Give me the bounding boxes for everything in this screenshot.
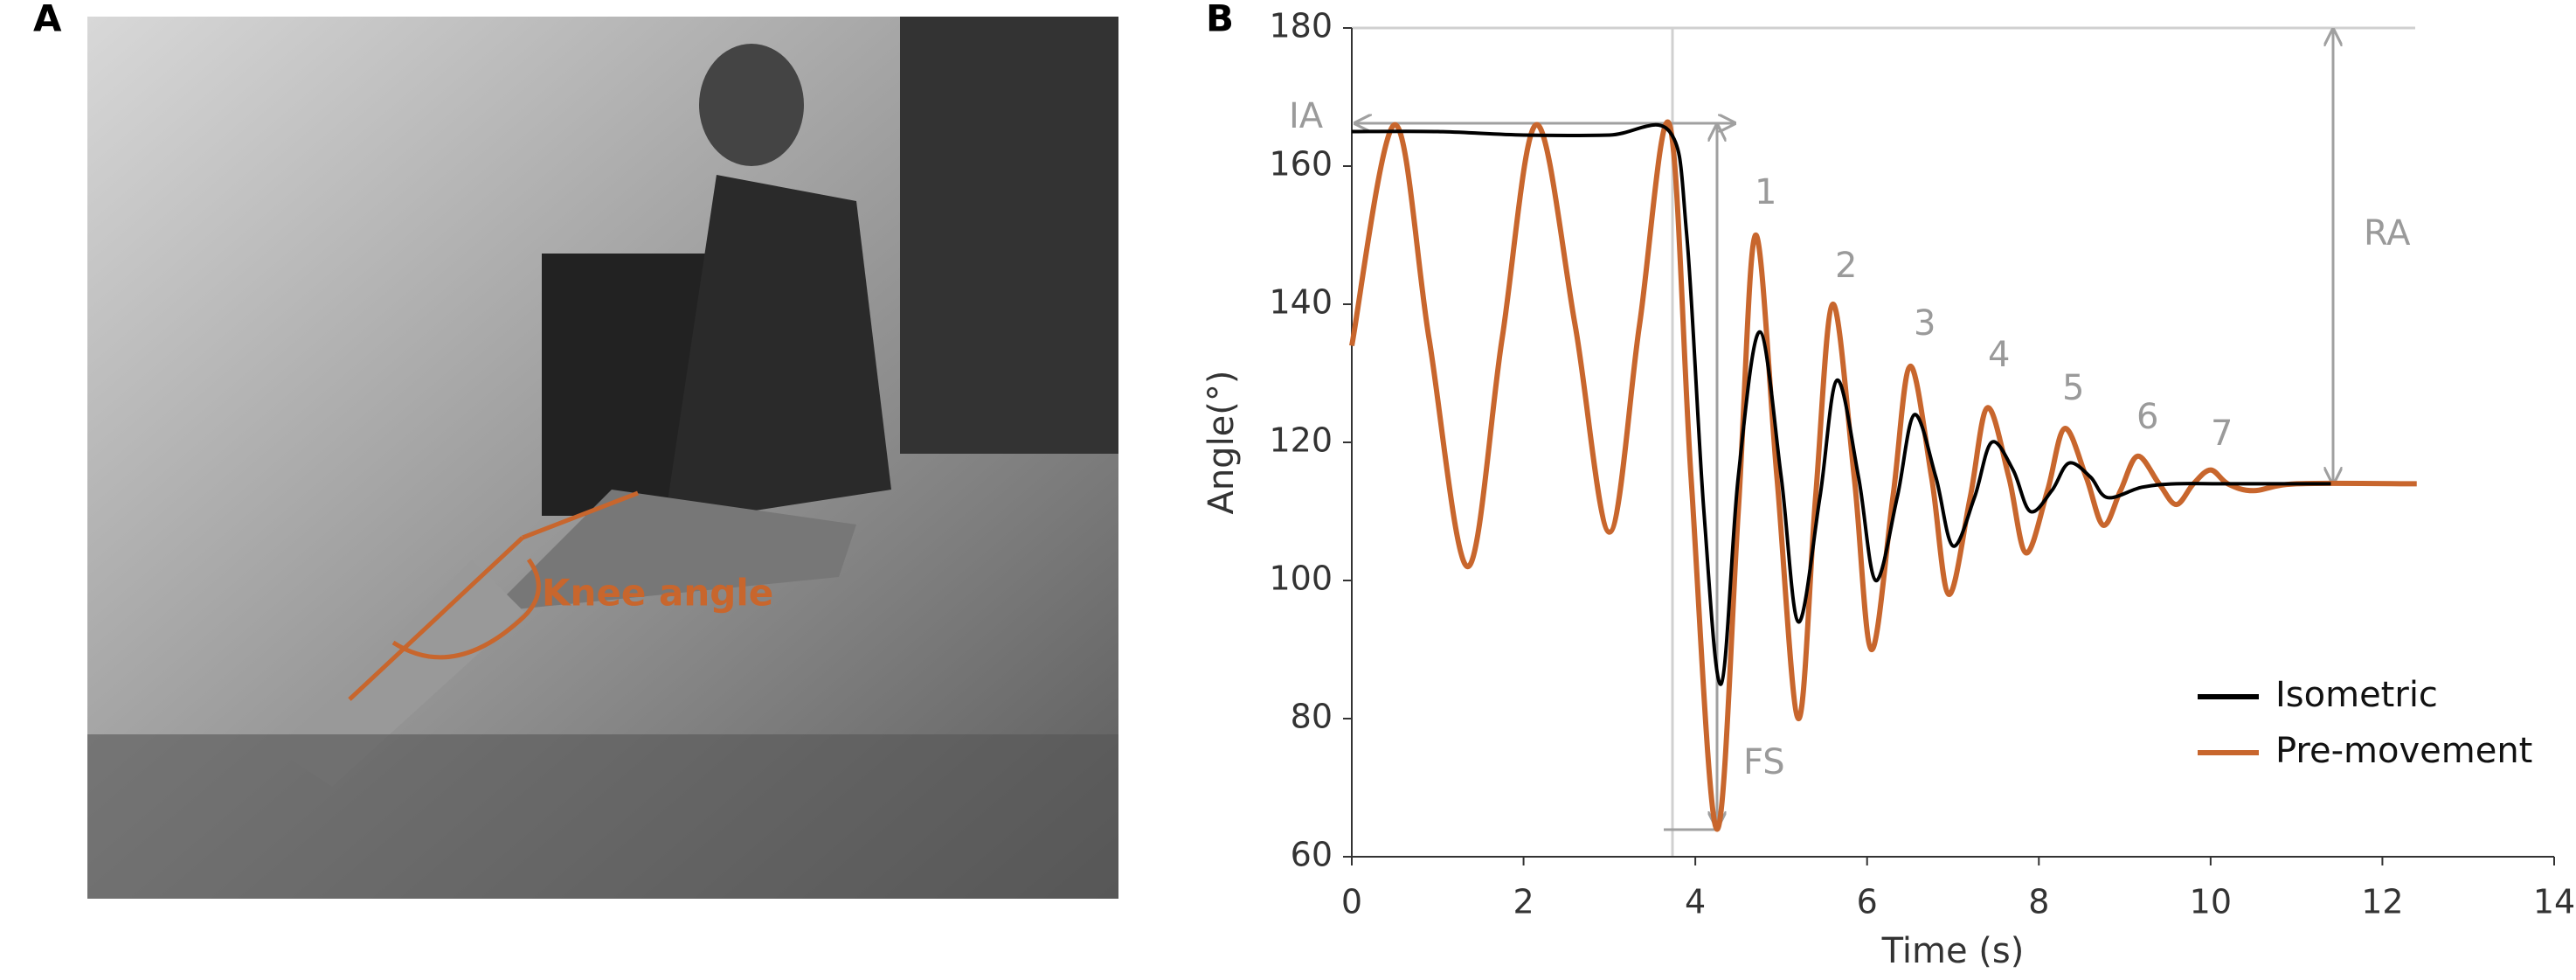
x-tick-label: 12 <box>2361 883 2403 921</box>
photo-shape <box>900 17 1118 454</box>
photo-shape <box>699 44 804 166</box>
annotation: 7 <box>2211 414 2233 454</box>
series-line <box>1349 119 2417 832</box>
annotation: 6 <box>2136 397 2158 437</box>
x-tick-label: 6 <box>1857 883 1878 921</box>
knee-label: Knee angle <box>542 572 773 615</box>
y-tick-label: 180 <box>1269 7 1333 45</box>
x-tick-label: 2 <box>1513 883 1534 921</box>
y-tick-label: 140 <box>1269 283 1333 322</box>
knee-line <box>522 490 639 540</box>
y-tick-label: 160 <box>1269 145 1333 184</box>
photo-shape <box>280 560 524 787</box>
photo-shape <box>87 734 1118 899</box>
annotation: 1 <box>1755 172 1776 212</box>
x-tick-label: 10 <box>2190 883 2232 921</box>
legend-label: Pre-movement <box>2275 731 2532 771</box>
panel-label: A <box>33 0 62 40</box>
x-tick-label: 8 <box>2028 883 2049 921</box>
photo-shape <box>664 175 891 525</box>
knee-arc <box>391 558 541 660</box>
y-tick-label: 100 <box>1269 560 1333 598</box>
annotation: 3 <box>1914 303 1935 344</box>
y-tick-label: 60 <box>1291 836 1333 874</box>
y-tick-label: 80 <box>1291 698 1333 736</box>
x-tick-label: 14 <box>2533 883 2575 921</box>
x-tick-label: 0 <box>1341 883 1362 921</box>
series-line <box>1351 122 2331 686</box>
x-axis-label: Time (s) <box>1881 931 2025 971</box>
annotation: 5 <box>2062 368 2084 408</box>
knee-line <box>348 536 524 701</box>
annotation: IA <box>1289 96 1324 136</box>
annotation: RA <box>2364 213 2411 254</box>
panel-label: B <box>1206 0 1234 40</box>
photo-shape <box>489 490 856 612</box>
x-tick-label: 4 <box>1685 883 1706 921</box>
y-axis-label: Angle(°) <box>1201 370 1242 514</box>
y-tick-label: 120 <box>1269 421 1333 460</box>
photo: Knee angle <box>87 17 1118 899</box>
legend-label: Isometric <box>2275 675 2438 715</box>
annotation: 2 <box>1835 246 1857 286</box>
annotation: 4 <box>1988 335 2010 375</box>
annotation: FS <box>1743 742 1785 782</box>
